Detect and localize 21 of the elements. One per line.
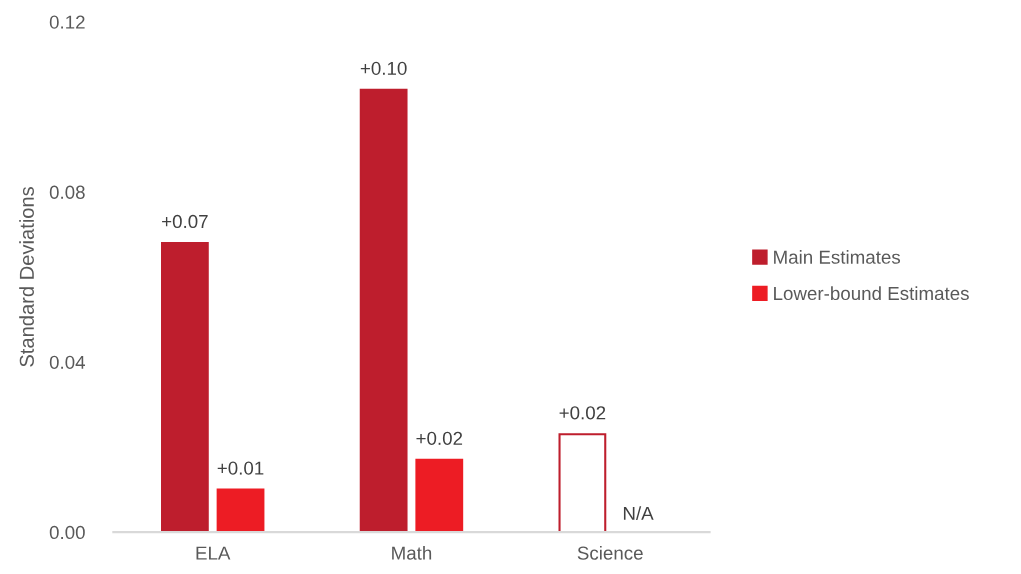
- data-label: +0.02: [416, 431, 463, 445]
- legend-label: Lower-bound Estimates: [774, 286, 969, 301]
- x-tick-label: Science: [577, 545, 643, 560]
- y-tick-label: 0.12: [49, 15, 85, 29]
- bar: [160, 241, 209, 533]
- bar: [359, 88, 408, 533]
- data-label: +0.10: [360, 61, 407, 76]
- y-axis-title: Standard Deviations: [19, 187, 34, 367]
- y-tick-label: 0.08: [49, 185, 85, 199]
- x-tick-label: ELA: [196, 546, 231, 560]
- text: N/A: [623, 506, 654, 521]
- bar: [415, 458, 464, 533]
- data-label: +0.01: [217, 461, 264, 475]
- y-tick-label: 0.00: [49, 525, 85, 540]
- x-tick-label: Math: [392, 545, 432, 560]
- data-label: +0.02: [559, 406, 606, 420]
- bar: [216, 488, 265, 533]
- y-tick-label: 0.04: [49, 355, 86, 369]
- data-label: +0.07: [162, 214, 208, 229]
- legend-label: Main Estimates: [774, 250, 901, 264]
- bar: [558, 433, 607, 533]
